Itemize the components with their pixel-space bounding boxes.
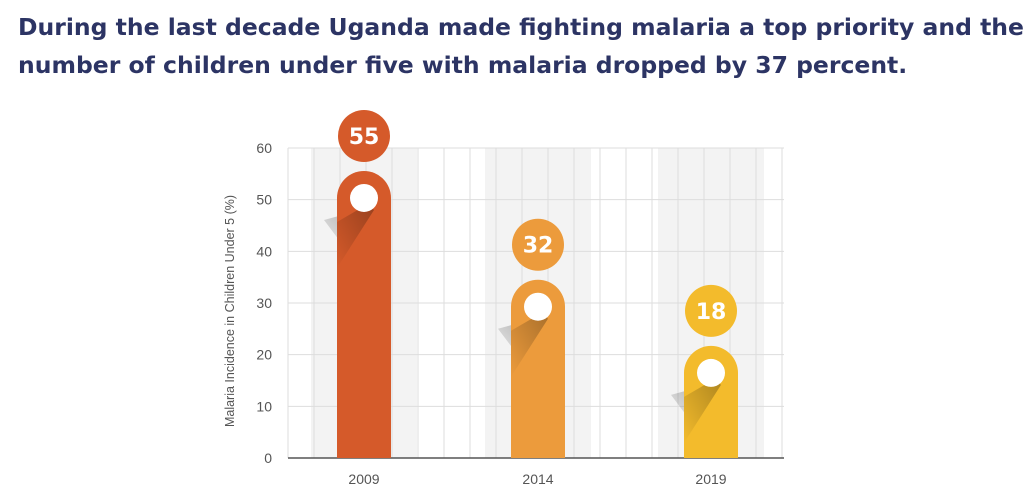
value-badge — [512, 218, 564, 271]
data-label: 55 — [349, 125, 380, 150]
bar-inner-shadow — [684, 378, 721, 443]
y-axis-title: Malaria Incidence in Children Under 5 (%… — [223, 195, 237, 427]
value-badge — [338, 109, 390, 162]
x-tick-label: 2014 — [522, 471, 553, 487]
y-tick-label: 50 — [256, 192, 272, 208]
headline: During the last decade Uganda made fight… — [18, 8, 1024, 84]
y-tick-label: 60 — [256, 140, 272, 156]
bar-marker — [524, 292, 552, 321]
x-tick-label: 2009 — [348, 471, 379, 487]
y-tick-label: 0 — [264, 450, 272, 466]
x-tick-label: 2019 — [695, 471, 726, 487]
headline-line-2: number of children under five with malar… — [18, 51, 908, 79]
bar-marker — [350, 183, 378, 212]
value-badge — [685, 284, 737, 337]
bar-inner-shadow — [511, 312, 548, 377]
y-tick-label: 40 — [256, 243, 272, 259]
y-tick-label: 30 — [256, 295, 272, 311]
bar-marker — [697, 358, 725, 387]
data-label: 18 — [696, 300, 727, 325]
y-tick-label: 20 — [256, 347, 272, 363]
headline-line-1: During the last decade Uganda made fight… — [18, 13, 1024, 41]
bar-inner-shadow — [337, 203, 374, 268]
y-tick-label: 10 — [256, 398, 272, 414]
data-label: 32 — [523, 234, 554, 259]
